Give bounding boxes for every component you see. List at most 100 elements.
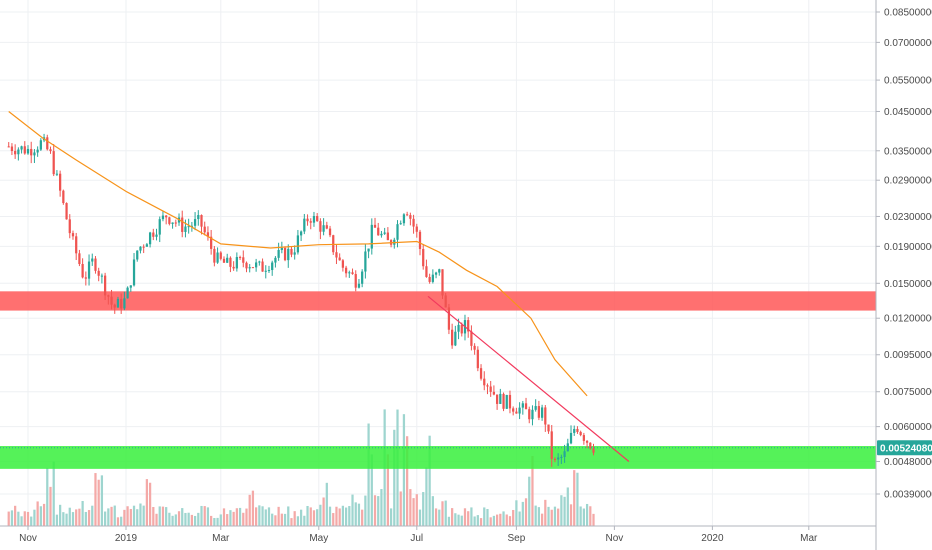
candle-body xyxy=(39,140,42,150)
candle-body xyxy=(142,246,145,248)
volume-bar xyxy=(216,517,219,526)
volume-bar xyxy=(296,516,300,526)
candle-body xyxy=(428,276,431,282)
candle-body xyxy=(373,224,377,228)
candle-body xyxy=(431,274,434,282)
candle-body xyxy=(386,232,389,241)
volume-bar xyxy=(107,508,110,526)
price-axis[interactable]: 0.08500000 0.07000000 0.05500000 0.04500000… xyxy=(876,8,932,501)
candle-body xyxy=(283,247,287,261)
price-tick-label: 0.05500000 xyxy=(884,76,932,87)
volume-bar xyxy=(232,511,235,526)
volume-bar xyxy=(389,508,393,526)
volume-bar xyxy=(258,505,261,526)
volume-bar xyxy=(168,512,171,526)
candle-body xyxy=(377,227,380,236)
price-tick-label: 0.07000000 xyxy=(884,38,932,49)
volume-bar xyxy=(193,515,197,526)
volume-bar xyxy=(344,507,348,526)
volume-bar xyxy=(499,513,502,526)
candle-body xyxy=(49,149,52,152)
candle-body xyxy=(193,219,197,226)
volume-bar xyxy=(589,506,592,526)
candle-body xyxy=(59,173,62,191)
candle-body xyxy=(383,232,386,234)
candle-body xyxy=(579,431,582,436)
candle-body xyxy=(438,269,441,273)
candle-body xyxy=(232,266,235,269)
time-tick-label: Jul xyxy=(410,533,423,544)
candle-body xyxy=(425,266,428,277)
volume-bar xyxy=(235,508,238,526)
candle-body xyxy=(351,272,354,275)
volume-bar xyxy=(103,511,107,526)
volume-bar xyxy=(585,503,589,526)
volume-bar xyxy=(7,511,10,526)
candle-body xyxy=(219,252,222,259)
volume-bar xyxy=(557,508,560,526)
candle-body xyxy=(418,231,422,249)
volume-bar xyxy=(55,514,59,526)
candle-body xyxy=(293,252,296,255)
candle-body xyxy=(495,394,499,404)
candle-body xyxy=(534,406,537,410)
volume-bar xyxy=(274,515,277,526)
candle-body xyxy=(412,218,415,227)
volume-bar xyxy=(161,506,165,526)
volume-bar xyxy=(14,505,17,526)
price-tick-label: 0.03500000 xyxy=(884,146,932,157)
candle-body xyxy=(184,226,187,232)
volume-bar xyxy=(26,511,30,526)
volume-bar xyxy=(531,455,534,526)
volume-bar xyxy=(534,505,537,526)
volume-bar xyxy=(261,506,264,526)
price-tick-label: 0.00600000 xyxy=(884,422,932,433)
volume-bar xyxy=(422,492,425,526)
volume-bar xyxy=(463,508,467,526)
time-axis[interactable]: Nov 2019 Mar May Jul Sep Nov 2020 Mar xyxy=(19,526,818,544)
candle-body xyxy=(409,215,412,219)
volume-bar xyxy=(518,511,521,526)
candle-body xyxy=(65,203,68,220)
volume-bar xyxy=(136,509,139,526)
last-price-badge xyxy=(877,440,932,456)
volume-bar xyxy=(248,494,251,526)
volume-bar xyxy=(242,512,245,526)
candle-body xyxy=(528,409,531,420)
candle-body xyxy=(560,456,563,458)
volume-bar xyxy=(255,507,258,526)
candle-body xyxy=(23,146,26,154)
volume-bar xyxy=(100,475,104,526)
candle-body xyxy=(524,403,528,410)
candle-body xyxy=(55,173,59,175)
volume-bar xyxy=(23,511,26,526)
volume-bar xyxy=(386,454,389,526)
candle-body xyxy=(537,406,541,418)
candle-body xyxy=(91,258,94,262)
volume-bar xyxy=(165,507,168,526)
candle-body xyxy=(547,424,550,432)
volume-bar xyxy=(467,511,470,526)
candle-body xyxy=(508,394,512,409)
volume-bar xyxy=(81,501,84,526)
volume-bar xyxy=(332,513,335,526)
volume-bar xyxy=(123,509,126,526)
candle-body xyxy=(444,295,447,308)
candle-body xyxy=(222,258,226,263)
volume-bar xyxy=(271,513,274,526)
candle-body xyxy=(338,257,341,261)
candle-body xyxy=(235,257,238,269)
candle-body xyxy=(251,267,255,269)
candle-body xyxy=(479,368,483,379)
candle-body xyxy=(68,219,71,234)
candle-body xyxy=(380,233,383,236)
candle-body xyxy=(357,283,361,288)
volume-bar xyxy=(206,507,210,526)
candle-body xyxy=(364,251,367,272)
volume-bar xyxy=(515,500,518,526)
volume-bar xyxy=(36,501,39,526)
candle-body xyxy=(396,224,399,240)
volume-bar xyxy=(505,514,508,526)
volume-bar xyxy=(200,505,203,526)
